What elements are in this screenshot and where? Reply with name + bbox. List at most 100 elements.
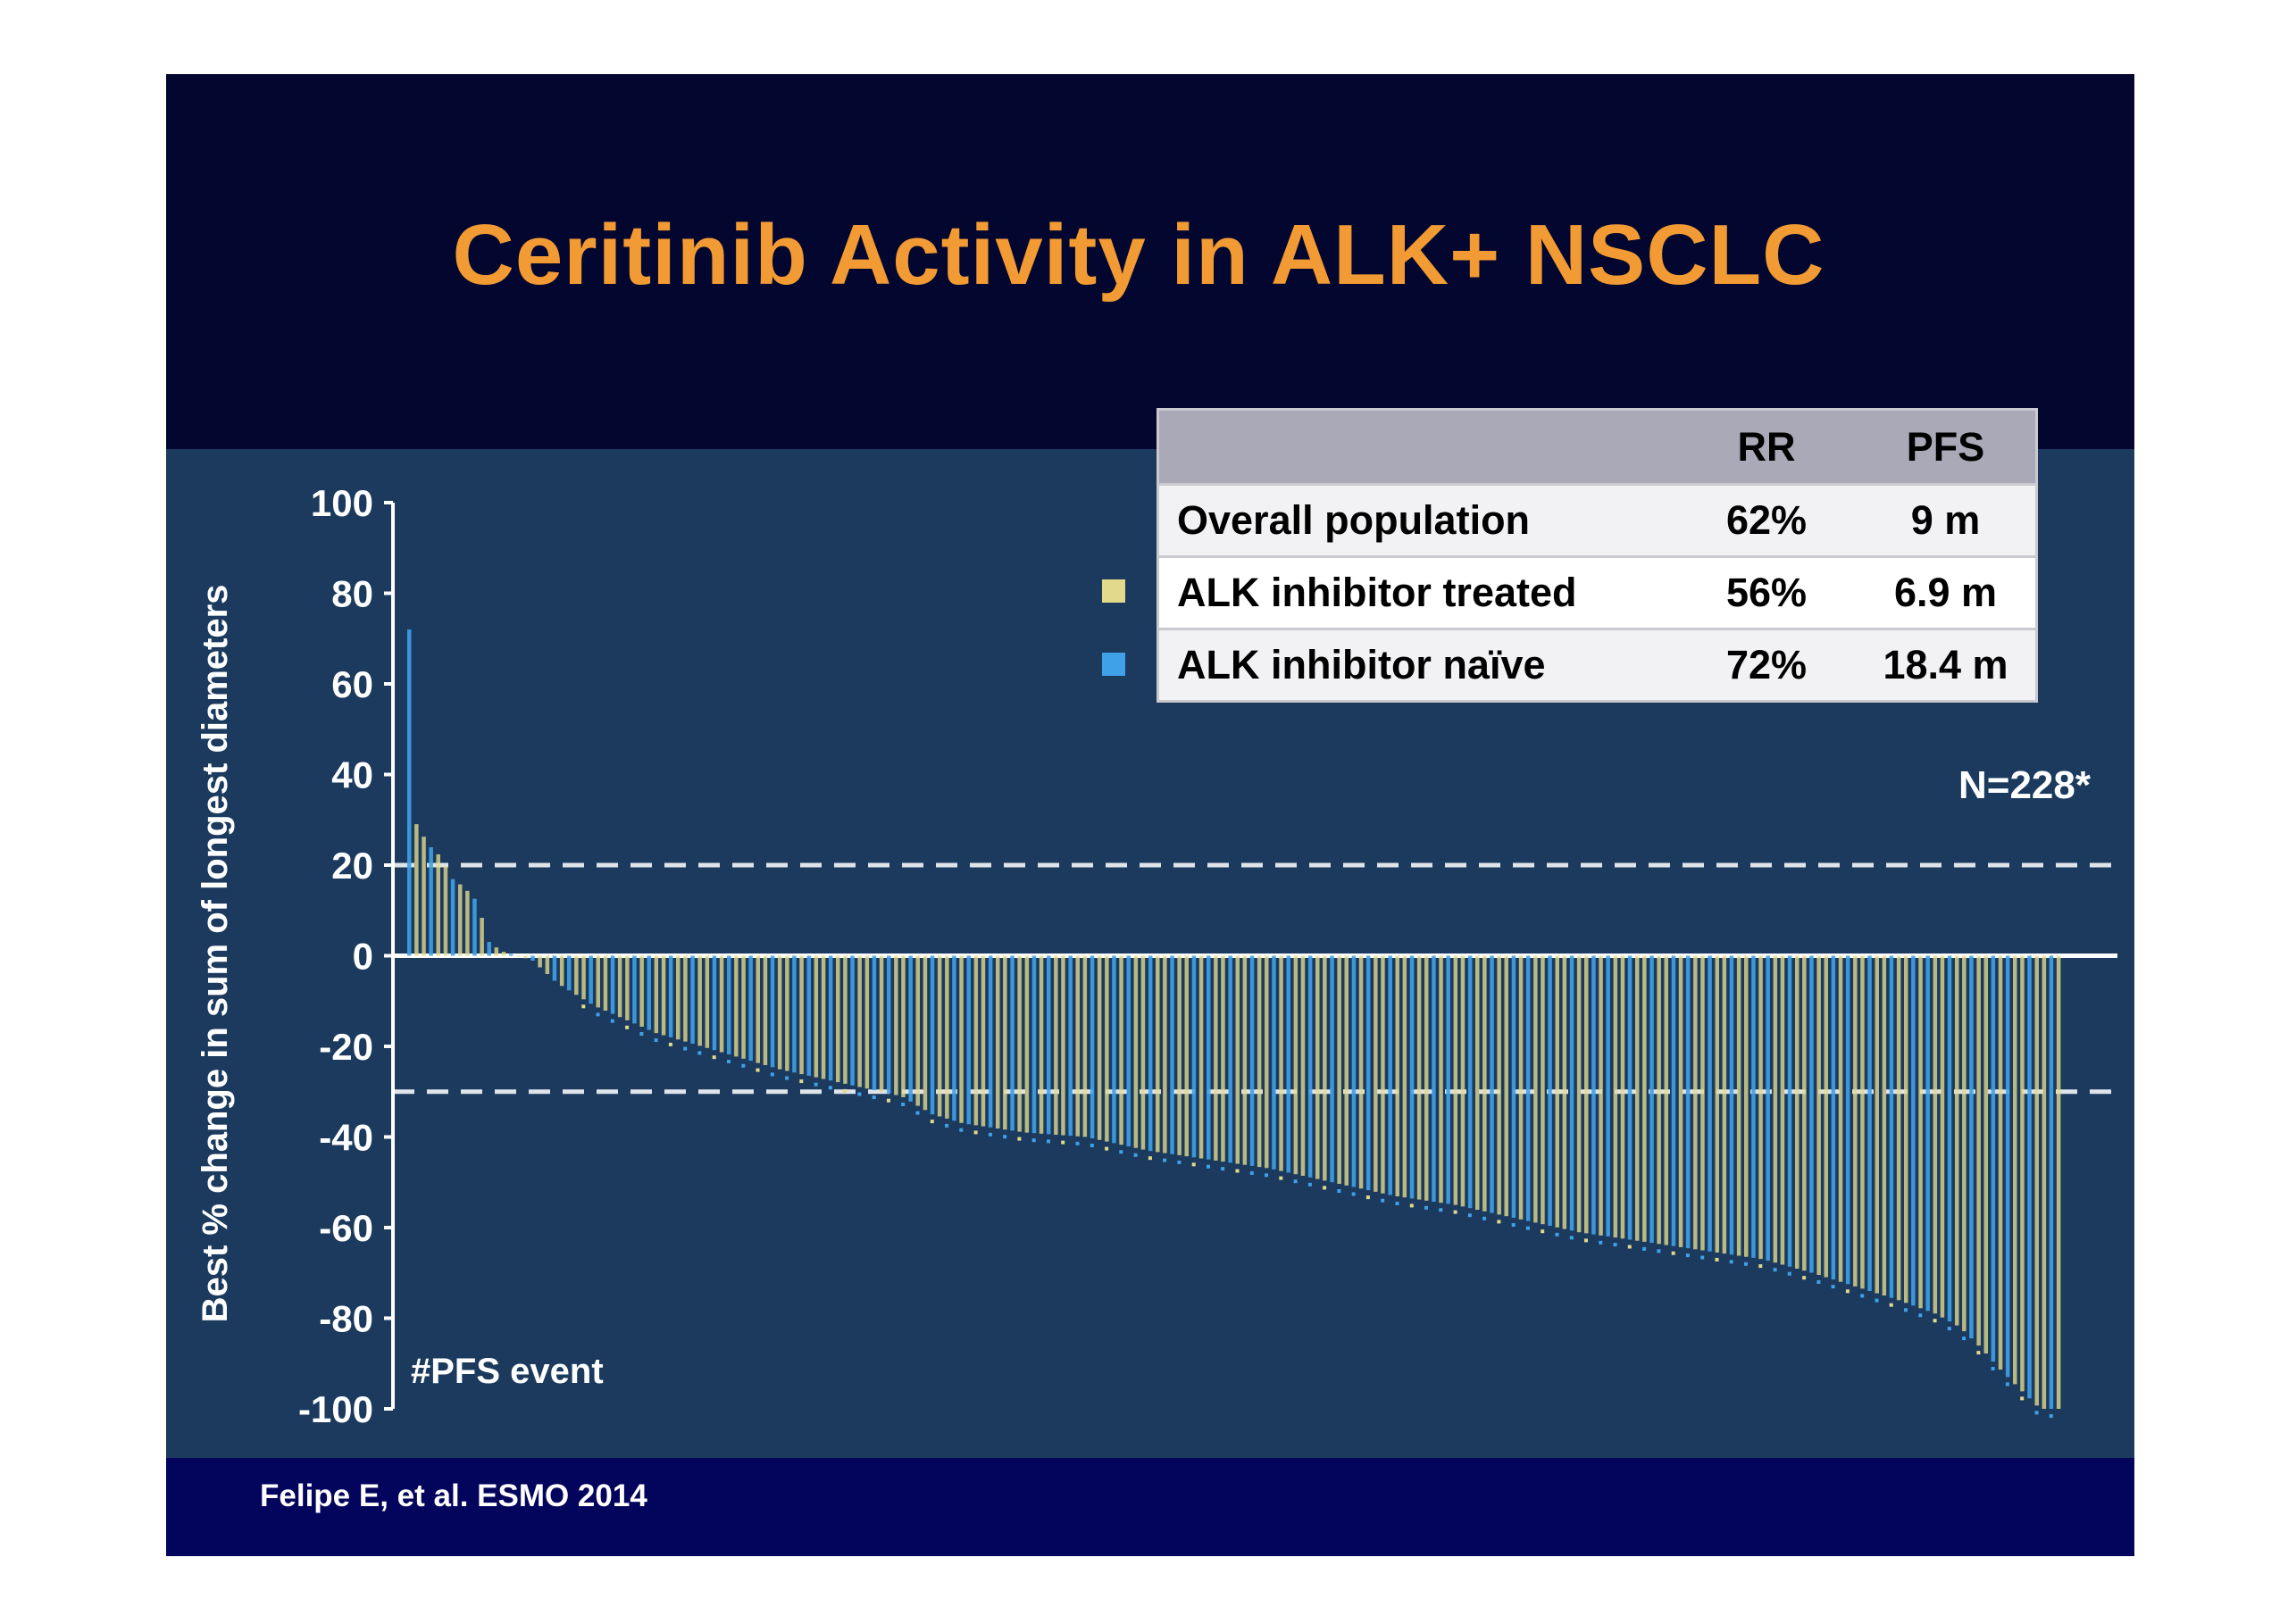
pfs-event-marker	[727, 1060, 731, 1063]
pfs-event-marker	[712, 1055, 716, 1060]
waterfall-bar	[1685, 955, 1691, 1249]
waterfall-bar	[1969, 955, 1974, 1339]
y-tick-label: -20	[319, 1026, 373, 1068]
y-tick-label: 60	[331, 663, 373, 705]
waterfall-bar	[1541, 955, 1545, 1225]
waterfall-bar	[799, 955, 804, 1075]
waterfall-bar	[596, 955, 600, 1008]
waterfall-bar	[1911, 955, 1916, 1306]
pfs-event-marker	[2049, 1414, 2053, 1418]
pfs-event-marker	[945, 1123, 949, 1128]
waterfall-bar	[1962, 955, 1967, 1332]
table-row: ALK inhibitor treated 56% 6.9 m	[1157, 555, 2037, 629]
y-tick-label: 40	[331, 754, 373, 796]
pfs-event-marker	[843, 1088, 848, 1093]
waterfall-bar	[2020, 955, 2025, 1392]
waterfall-bar	[1722, 955, 1727, 1254]
waterfall-bar	[1475, 955, 1480, 1210]
pfs-event-marker	[1816, 1280, 1821, 1284]
pfs-event-marker	[1584, 1238, 1588, 1243]
pfs-event-marker	[828, 1086, 832, 1090]
y-tick-label: 0	[353, 936, 373, 978]
pfs-event-marker	[1889, 1303, 1893, 1307]
waterfall-bar	[1214, 955, 1218, 1161]
waterfall-bar	[1402, 955, 1407, 1198]
y-tick-label: 80	[331, 573, 373, 615]
pfs-event-marker	[1453, 1210, 1457, 1214]
waterfall-bar	[1627, 955, 1632, 1240]
pfs-event-marker	[1061, 1140, 1065, 1145]
pfs-event-marker	[1627, 1245, 1632, 1249]
waterfall-bar	[1955, 955, 1959, 1326]
waterfall-bar	[567, 955, 572, 991]
pfs-event-marker	[1773, 1268, 1777, 1272]
waterfall-bar	[1860, 955, 1865, 1289]
pfs-event-marker	[1802, 1276, 1807, 1280]
pfs-event-marker	[887, 1098, 890, 1103]
waterfall-bar	[1664, 955, 1668, 1245]
pfs-event-marker	[1439, 1208, 1443, 1212]
waterfall-bar	[1642, 955, 1647, 1242]
legend-swatch	[1102, 579, 1125, 603]
waterfall-bar	[1453, 955, 1458, 1205]
waterfall-bar	[1497, 955, 1501, 1215]
waterfall-bar	[1555, 955, 1559, 1228]
pfs-event-marker	[1613, 1243, 1617, 1247]
pfs-event-marker	[2005, 1382, 2009, 1387]
y-tick-label: 100	[311, 482, 373, 524]
waterfall-bar	[792, 955, 797, 1073]
waterfall-bar	[647, 955, 651, 1030]
pfs-event-marker	[1105, 1146, 1109, 1151]
waterfall-bar	[661, 955, 666, 1036]
waterfall-bar	[2049, 955, 2054, 1409]
waterfall-bar	[1286, 955, 1290, 1173]
waterfall-bar	[1671, 955, 1676, 1246]
pfs-event-marker	[2034, 1411, 2039, 1415]
waterfall-bar	[1773, 955, 1778, 1263]
pfs-event-marker	[1177, 1160, 1182, 1164]
waterfall-bar	[1351, 955, 1357, 1187]
n-annotation: N=228*	[1958, 763, 2092, 807]
waterfall-bar	[610, 955, 615, 1014]
waterfall-bar	[1504, 955, 1508, 1217]
waterfall-bar	[996, 955, 1000, 1128]
waterfall-bar	[828, 955, 833, 1081]
pfs-event-marker	[1569, 1236, 1574, 1240]
table-header-blank	[1157, 409, 1677, 485]
reference-lines	[393, 862, 2117, 1095]
waterfall-bar	[508, 954, 514, 956]
waterfall-bar	[1446, 955, 1450, 1204]
waterfall-bar	[1388, 955, 1392, 1195]
waterfall-bar	[690, 955, 695, 1044]
pfs-event-marker	[959, 1128, 964, 1132]
waterfall-bar	[988, 955, 993, 1128]
y-axis-label: Best % change in sum of longest diameter…	[196, 585, 235, 1323]
waterfall-bar	[1279, 955, 1283, 1171]
waterfall-bar	[1715, 955, 1719, 1253]
pfs-event-marker	[1904, 1308, 1908, 1312]
waterfall-bar	[712, 955, 717, 1051]
waterfall-bar	[407, 629, 412, 956]
waterfall-bar	[806, 955, 811, 1076]
pfs-event-marker	[1511, 1223, 1516, 1227]
waterfall-bar	[1207, 955, 1211, 1160]
waterfall-bar	[2056, 955, 2061, 1409]
y-axis: 100 80 60 40 20 0 -20 -40 -60 -80 -100	[298, 482, 395, 1430]
pfs-event-marker	[1148, 1156, 1152, 1161]
waterfall-bar	[1809, 955, 1814, 1273]
pfs-event-marker	[1337, 1189, 1341, 1193]
waterfall-bar	[1991, 955, 1996, 1362]
waterfall-bar	[574, 955, 579, 995]
waterfall-bar	[952, 955, 956, 1121]
slide: Ceritinib Activity in ALK+ NSCLC 100 80 60…	[166, 74, 2134, 1556]
pfs-event-marker	[1860, 1294, 1865, 1298]
waterfall-bar	[930, 955, 935, 1115]
waterfall-bar	[1090, 955, 1095, 1138]
pfs-event-marker	[1744, 1262, 1748, 1266]
waterfall-bar	[959, 955, 964, 1123]
waterfall-bar	[1758, 955, 1763, 1260]
waterfall-bar	[1511, 955, 1516, 1218]
waterfall-bar	[1751, 955, 1756, 1258]
waterfall-bar	[1119, 955, 1123, 1145]
pfs-event-marker	[1715, 1257, 1719, 1262]
